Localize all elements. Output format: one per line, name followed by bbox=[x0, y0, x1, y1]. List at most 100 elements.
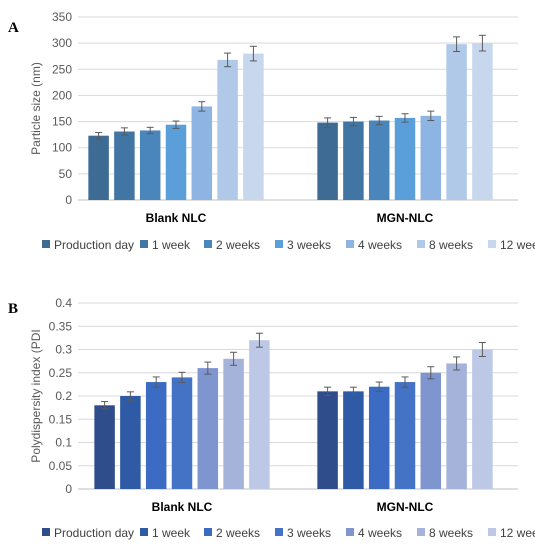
legend-label: Production day bbox=[54, 238, 134, 252]
legend-swatch bbox=[417, 528, 425, 536]
error-bar bbox=[204, 361, 212, 375]
error-bar bbox=[146, 126, 154, 135]
bar-4-weeks-mgn-nlc bbox=[420, 372, 442, 489]
error-bar bbox=[324, 117, 332, 128]
panel-b-pdi-chart: B 0 0.05 0.1 0.15 0.2 0.25 0.3 0.35 0.4 Polydisper… bbox=[8, 296, 535, 540]
error-bar bbox=[120, 127, 128, 136]
error-bar bbox=[198, 101, 206, 112]
bar-2-weeks-blank-nlc bbox=[145, 382, 167, 489]
y-axis-title: Particle size (nm) bbox=[29, 62, 43, 155]
legend-label: 3 weeks bbox=[287, 526, 331, 540]
bar-2-weeks-mgn-nlc bbox=[368, 386, 390, 489]
error-bar bbox=[375, 115, 383, 126]
y-axis-title: Polydispersity index (PDI bbox=[29, 329, 43, 462]
error-bar bbox=[152, 376, 160, 388]
legend-item: 8 weeks bbox=[417, 526, 473, 540]
error-bar bbox=[95, 132, 103, 140]
y-tick-label: 200 bbox=[52, 88, 72, 102]
bar-3-weeks-blank-nlc bbox=[171, 377, 193, 489]
legend-item: 1 week bbox=[140, 526, 191, 540]
legend-item: 2 weeks bbox=[204, 238, 260, 252]
y-tick-label: 0 bbox=[65, 482, 72, 496]
legend-item: 3 weeks bbox=[275, 526, 331, 540]
y-tick-label: 300 bbox=[52, 36, 72, 50]
bar-12-weeks-blank-nlc bbox=[249, 340, 270, 489]
x-category-label: MGN-NLC bbox=[377, 500, 434, 514]
bar-1-week-blank-nlc bbox=[120, 396, 141, 489]
y-tick-label: 0 bbox=[65, 193, 72, 207]
x-category-label: MGN-NLC bbox=[377, 211, 434, 225]
bar-8-weeks-mgn-nlc bbox=[446, 363, 467, 489]
error-bar bbox=[224, 52, 232, 68]
panel-a-particle-size-chart: A 0 50 100 150 200 250 300 350 Particle size (nm)… bbox=[8, 10, 535, 252]
y-tick-label: 0.35 bbox=[49, 319, 73, 333]
legend-swatch bbox=[42, 528, 50, 536]
error-bar bbox=[453, 356, 461, 371]
legend-item: 1 week bbox=[140, 238, 191, 252]
legend-swatch bbox=[417, 240, 425, 248]
bar-4-weeks-mgn-nlc bbox=[420, 115, 442, 200]
legend-label: 8 weeks bbox=[429, 238, 473, 252]
legend-label: 2 weeks bbox=[216, 238, 260, 252]
error-bar bbox=[249, 45, 257, 62]
y-tick-label: 150 bbox=[52, 115, 72, 129]
bar-production-day-mgn-nlc bbox=[317, 122, 338, 200]
error-bar bbox=[324, 386, 332, 397]
panel-label: B bbox=[8, 301, 18, 317]
error-bar bbox=[427, 366, 435, 380]
error-bar bbox=[478, 342, 486, 357]
legend-item: 2 weeks bbox=[204, 526, 260, 540]
bar-12-weeks-mgn-nlc bbox=[472, 349, 493, 489]
bar-8-weeks-blank-nlc bbox=[217, 59, 238, 201]
error-bar bbox=[453, 36, 461, 53]
legend-item: 12 weeks bbox=[488, 526, 535, 540]
error-bar bbox=[255, 332, 263, 348]
error-bar bbox=[349, 116, 357, 127]
bar-3-weeks-mgn-nlc bbox=[394, 382, 416, 489]
bar-2-weeks-mgn-nlc bbox=[368, 120, 390, 200]
legend-swatch bbox=[275, 528, 283, 536]
y-tick-label: 0.25 bbox=[49, 366, 73, 380]
bar-1-week-blank-nlc bbox=[114, 131, 135, 200]
legend-item: 3 weeks bbox=[275, 238, 331, 252]
bar-2-weeks-blank-nlc bbox=[139, 130, 161, 200]
legend-item: 12 weeks bbox=[488, 238, 535, 252]
error-bar bbox=[401, 113, 409, 123]
bar-8-weeks-mgn-nlc bbox=[446, 44, 467, 201]
legend: Production day 1 week 2 weeks 3 weeks 4 week… bbox=[42, 526, 535, 540]
error-bar bbox=[230, 351, 238, 366]
panel-label: A bbox=[8, 20, 19, 36]
legend-label: 1 week bbox=[152, 526, 191, 540]
bar-12-weeks-blank-nlc bbox=[243, 53, 264, 200]
legend-swatch bbox=[346, 528, 354, 536]
legend-label: 8 weeks bbox=[429, 526, 473, 540]
legend-label: 4 weeks bbox=[358, 526, 402, 540]
y-tick-label: 0.2 bbox=[55, 389, 72, 403]
legend-label: 4 weeks bbox=[358, 238, 402, 252]
legend-swatch bbox=[42, 240, 50, 248]
x-category-label: Blank NLC bbox=[152, 500, 213, 514]
bar-1-week-mgn-nlc bbox=[343, 121, 364, 200]
error-bar bbox=[427, 110, 435, 122]
legend-swatch bbox=[140, 240, 148, 248]
legend-label: 3 weeks bbox=[287, 238, 331, 252]
y-tick-label: 0.4 bbox=[55, 296, 72, 310]
bar-3-weeks-mgn-nlc bbox=[394, 117, 416, 200]
y-tick-label: 0.15 bbox=[49, 412, 73, 426]
legend-label: 2 weeks bbox=[216, 526, 260, 540]
bar-3-weeks-blank-nlc bbox=[165, 124, 187, 200]
bar-production-day-blank-nlc bbox=[88, 135, 109, 200]
legend-swatch bbox=[346, 240, 354, 248]
y-tick-label: 50 bbox=[59, 167, 73, 181]
legend-label: Production day bbox=[54, 526, 134, 540]
y-tick-label: 100 bbox=[52, 141, 72, 155]
legend-swatch bbox=[488, 240, 496, 248]
error-bar bbox=[349, 386, 357, 397]
legend: Production day 1 week 2 weeks 3 weeks 4 week… bbox=[42, 238, 535, 252]
y-tick-label: 250 bbox=[52, 62, 72, 76]
y-tick-label: 0.05 bbox=[49, 459, 73, 473]
legend-label: 12 weeks bbox=[500, 238, 535, 252]
legend-label: 1 week bbox=[152, 238, 191, 252]
bar-production-day-blank-nlc bbox=[94, 405, 115, 489]
